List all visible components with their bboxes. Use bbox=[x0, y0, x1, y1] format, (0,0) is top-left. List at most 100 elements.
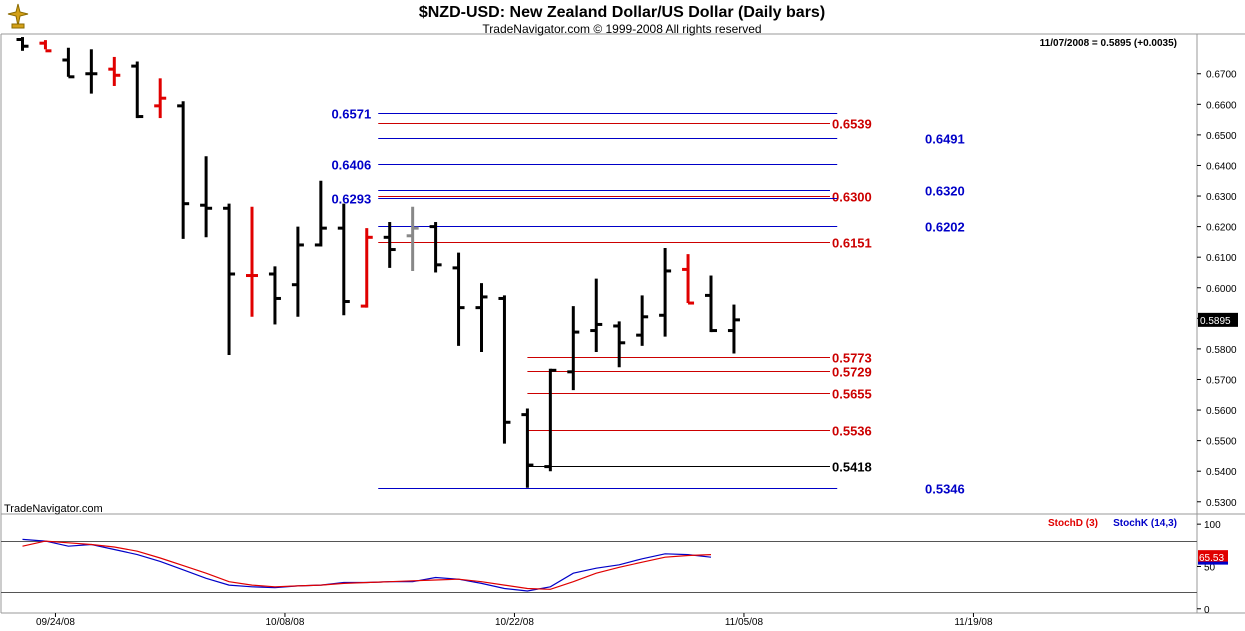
price-tick-label: 0.6700 bbox=[1206, 70, 1237, 81]
fib-label-bg bbox=[923, 480, 973, 496]
price-tick-label: 0.5300 bbox=[1206, 498, 1237, 509]
fib-label: 0.6491 bbox=[925, 132, 965, 147]
price-tick-label: 0.5700 bbox=[1206, 375, 1237, 386]
price-tick-label: 0.6300 bbox=[1206, 192, 1237, 203]
date-axis: 09/24/08 10/08/08 10/22/08 11/05/08 11/19/08 bbox=[36, 613, 993, 628]
ohlc-bar bbox=[246, 206, 258, 317]
date-tick-label: 11/05/08 bbox=[725, 617, 764, 628]
ohlc-bar bbox=[177, 101, 190, 239]
fib-label-bg bbox=[325, 190, 376, 206]
ohlc-bar bbox=[62, 47, 75, 79]
price-tick-label: 0.6200 bbox=[1206, 223, 1237, 234]
fib-label: 0.5536 bbox=[832, 424, 872, 439]
fib-label: 0.6293 bbox=[331, 192, 371, 207]
fib-label-bg bbox=[923, 182, 973, 198]
ohlc-bar bbox=[291, 226, 304, 317]
trade-navigator-logo-icon bbox=[4, 2, 32, 30]
fib-label: 0.6406 bbox=[331, 158, 371, 173]
fib-label-bg bbox=[325, 105, 376, 121]
ohlc-bar bbox=[452, 252, 465, 346]
date-tick-label: 09/24/08 bbox=[36, 617, 75, 628]
ohlc-bar bbox=[39, 40, 52, 53]
ohlc-bar bbox=[567, 306, 580, 391]
last-price-box bbox=[1198, 312, 1238, 327]
fib-label-bg bbox=[923, 218, 973, 234]
fib-label-bg bbox=[830, 363, 880, 379]
price-tick-label: 0.5400 bbox=[1206, 467, 1237, 478]
chart-title: $NZD-USD: New Zealand Dollar/US Dollar (… bbox=[419, 4, 825, 21]
ohlc-bar bbox=[705, 275, 717, 333]
last-price-label: 0.5895 bbox=[1200, 316, 1231, 327]
fib-label: 0.5346 bbox=[925, 482, 965, 497]
price-tick-label: 0.6500 bbox=[1206, 131, 1237, 142]
stoch-tick-label: 0 bbox=[1204, 605, 1210, 616]
stoch-d-line bbox=[22, 540, 712, 590]
fib-label: 0.5729 bbox=[832, 365, 872, 380]
stoch-last-label: 65.53 bbox=[1199, 553, 1224, 564]
fib-label-bg bbox=[830, 188, 880, 204]
price-tick-label: 0.5800 bbox=[1206, 345, 1237, 356]
fib-label-bg bbox=[830, 422, 880, 438]
price-tick-label: 0.6600 bbox=[1206, 100, 1237, 111]
price-tick-label: 0.5600 bbox=[1206, 406, 1237, 417]
fib-label-bg bbox=[830, 349, 880, 365]
fib-label: 0.5655 bbox=[832, 387, 872, 402]
ohlc-bar bbox=[200, 156, 213, 238]
ohlc-bar bbox=[727, 304, 740, 354]
ohlc-bar bbox=[406, 206, 419, 271]
date-tick-label: 11/19/08 bbox=[954, 617, 993, 628]
fib-label: 0.6320 bbox=[925, 184, 965, 199]
ohlc-bar bbox=[636, 295, 649, 346]
stoch-tick-label: 100 bbox=[1204, 520, 1221, 531]
ohlc-bar bbox=[475, 283, 488, 352]
ohlc-bar bbox=[131, 61, 144, 119]
fib-label: 0.6202 bbox=[925, 220, 965, 235]
fib-label: 0.6539 bbox=[832, 117, 872, 132]
watermark-text: TradeNavigator.com bbox=[4, 503, 103, 515]
ohlc-bar bbox=[659, 248, 672, 337]
date-tick-label: 10/22/08 bbox=[495, 617, 534, 628]
stoch-last-box bbox=[1198, 550, 1228, 565]
ohlc-bar bbox=[682, 254, 695, 305]
price-tick-label: 0.6000 bbox=[1206, 284, 1237, 295]
fib-label: 0.6300 bbox=[832, 190, 872, 205]
ohlc-bar bbox=[85, 49, 98, 94]
ohlc-bar bbox=[337, 203, 350, 316]
ohlc-bar bbox=[154, 78, 167, 119]
fib-label-bg bbox=[830, 385, 880, 401]
stochastic-lines: 65.53 bbox=[22, 538, 1228, 592]
stochastic-axis: 100 50 0 bbox=[1, 520, 1221, 616]
ohlc-bar bbox=[314, 180, 327, 247]
price-tick-label: 0.6100 bbox=[1206, 253, 1237, 264]
ohlc-bar bbox=[223, 203, 236, 356]
fib-label-bg bbox=[830, 458, 880, 474]
date-tick-label: 10/08/08 bbox=[265, 617, 304, 628]
ohlc-bar bbox=[108, 56, 121, 86]
ohlc-bar bbox=[544, 368, 557, 472]
legend-stochd: StochD (3) bbox=[1048, 518, 1098, 529]
ohlc-bar bbox=[360, 228, 373, 308]
fib-label: 0.5773 bbox=[832, 351, 872, 366]
fib-label-bg bbox=[923, 130, 973, 146]
fib-label-bg bbox=[830, 115, 880, 131]
fibonacci-levels: 0.6571 0.6539 0.6491 0.6406 0.6320 0.6300 0.62… bbox=[325, 105, 973, 497]
fib-label: 0.6571 bbox=[331, 107, 371, 122]
price-tick-label: 0.5500 bbox=[1206, 437, 1237, 448]
price-tick-label: 0.6400 bbox=[1206, 161, 1237, 172]
ohlc-bar bbox=[268, 266, 281, 325]
stoch-tick-label: 50 bbox=[1204, 562, 1216, 573]
ohlc-bar bbox=[16, 37, 29, 51]
legend-stochk: StochK (14,3) bbox=[1113, 518, 1177, 529]
ohlc-bar bbox=[590, 278, 603, 352]
last-quote: 11/07/2008 = 0.5895 (+0.0035) bbox=[1040, 38, 1177, 49]
ohlc-bar bbox=[498, 295, 511, 444]
fib-label: 0.5418 bbox=[832, 460, 872, 475]
fib-label-bg bbox=[830, 234, 880, 250]
last-price-marker: 0.5895 bbox=[1198, 312, 1238, 327]
fib-label-bg bbox=[325, 156, 376, 172]
price-bars bbox=[16, 37, 740, 488]
ohlc-bar bbox=[383, 222, 396, 268]
ohlc-bar bbox=[429, 222, 442, 273]
